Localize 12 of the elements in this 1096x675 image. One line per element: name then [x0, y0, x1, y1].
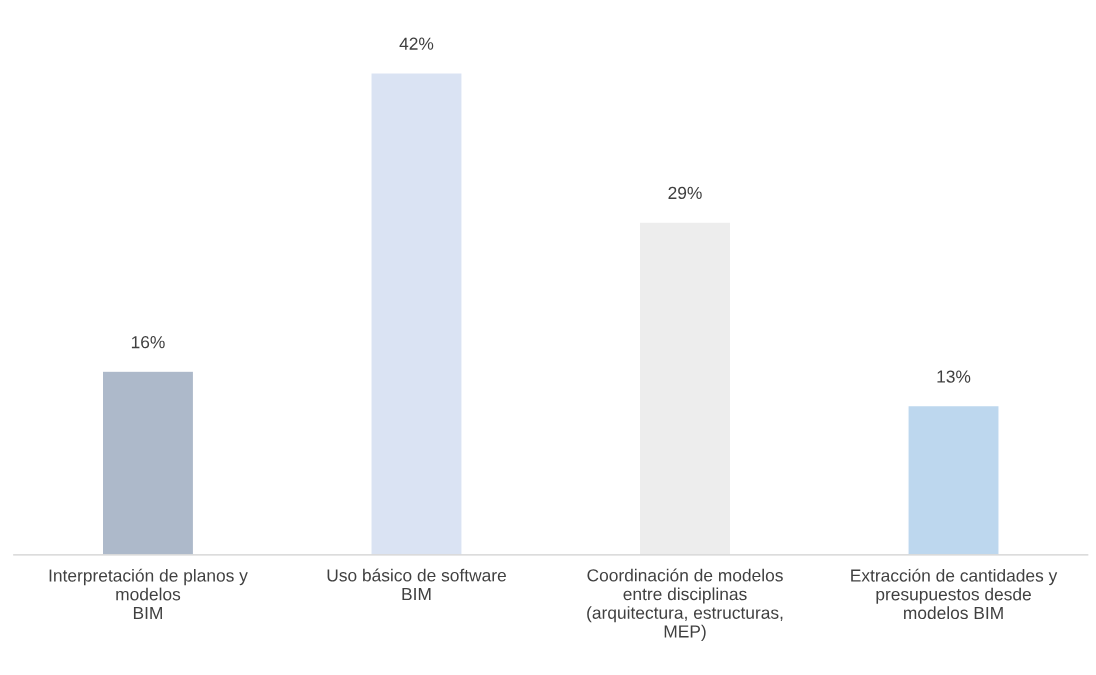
bar — [907, 404, 1000, 555]
bar — [101, 370, 195, 555]
x-tick-label: Interpretación de planos y modelos BIM — [49, 568, 248, 619]
bar — [638, 221, 732, 555]
x-tick-label: Coordinación de modelos entre disciplinas (arquitectura, estructuras, MEP) — [587, 568, 783, 642]
x-tick-label: Uso básico de software BIM — [327, 568, 506, 601]
x-tick-label: Extracción de cantidades y presupuestos desde modelos BIM — [851, 568, 1058, 620]
data-label: 16% — [131, 336, 165, 349]
data-label: 29% — [668, 186, 702, 200]
bar — [370, 72, 463, 555]
data-label: 42% — [399, 37, 434, 50]
data-label: 13% — [937, 370, 971, 383]
